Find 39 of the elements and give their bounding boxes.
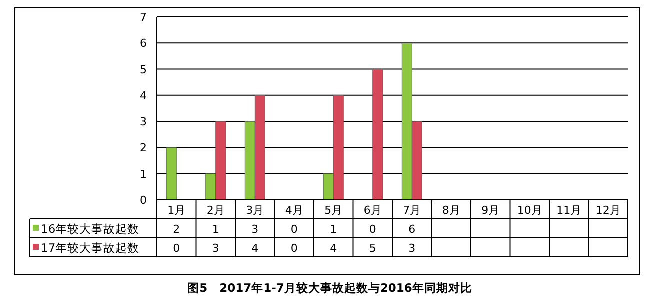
y-tick-label: 4 xyxy=(140,89,147,102)
x-tick-label: 12月 xyxy=(596,204,621,217)
x-tick-label: 10月 xyxy=(517,204,542,217)
y-tick-label: 0 xyxy=(140,194,147,207)
data-label: 4 xyxy=(330,242,338,255)
y-tick-label: 1 xyxy=(140,168,147,181)
data-label: 2 xyxy=(173,223,180,236)
x-tick-label: 8月 xyxy=(442,204,460,217)
data-label: 1 xyxy=(212,223,220,236)
x-tick-label: 5月 xyxy=(324,204,343,217)
y-tick-label: 6 xyxy=(140,37,147,50)
x-tick-label: 3月 xyxy=(246,204,264,217)
legend-label: 17年较大事故起数 xyxy=(41,241,140,255)
data-label: 4 xyxy=(252,242,259,255)
legend-label: 16年较大事故起数 xyxy=(41,222,140,236)
data-label: 0 xyxy=(173,242,180,255)
data-label: 3 xyxy=(408,242,416,255)
x-tick-label: 6月 xyxy=(364,204,382,217)
y-tick-label: 7 xyxy=(140,11,147,24)
bar xyxy=(372,69,384,200)
bar xyxy=(166,148,177,200)
data-label: 3 xyxy=(212,242,220,255)
x-tick-label: 7月 xyxy=(403,204,422,217)
x-tick-label: 1月 xyxy=(168,204,186,217)
x-tick-label: 4月 xyxy=(285,204,304,217)
x-tick-label: 9月 xyxy=(482,204,500,217)
y-tick-label: 3 xyxy=(140,116,147,129)
x-tick-label: 11月 xyxy=(556,204,582,217)
data-label: 5 xyxy=(369,242,376,255)
y-tick-label: 2 xyxy=(140,142,147,155)
data-label: 6 xyxy=(408,223,416,236)
data-label: 3 xyxy=(252,223,259,236)
text: 图5 2017年1-7月较大事故起数与2016年同期对比 xyxy=(188,281,472,295)
data-label: 0 xyxy=(369,223,376,236)
y-tick-label: 5 xyxy=(140,63,147,76)
data-label: 0 xyxy=(290,223,298,236)
data-label: 1 xyxy=(330,223,338,236)
x-tick-label: 2月 xyxy=(206,204,225,217)
data-label: 0 xyxy=(290,242,298,255)
